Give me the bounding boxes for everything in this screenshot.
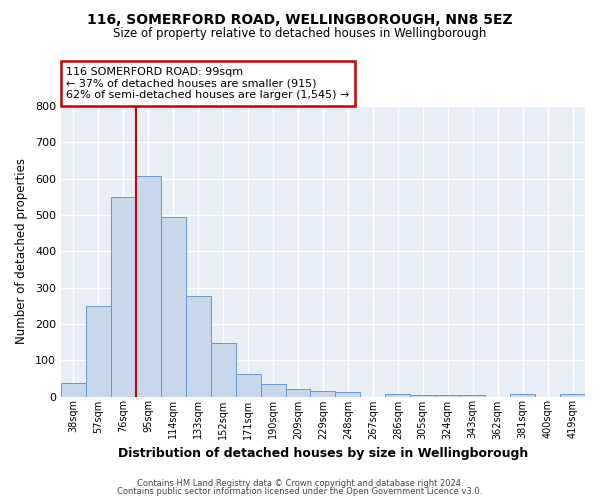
Bar — [111, 198, 136, 396]
Bar — [136, 176, 161, 396]
X-axis label: Distribution of detached houses by size in Wellingborough: Distribution of detached houses by size … — [118, 447, 528, 460]
Text: 116 SOMERFORD ROAD: 99sqm
← 37% of detached houses are smaller (915)
62% of semi: 116 SOMERFORD ROAD: 99sqm ← 37% of detac… — [66, 67, 350, 100]
Bar — [410, 394, 435, 396]
Bar — [61, 383, 86, 396]
Bar — [286, 389, 310, 396]
Text: Contains HM Land Registry data © Crown copyright and database right 2024.: Contains HM Land Registry data © Crown c… — [137, 478, 463, 488]
Bar — [211, 343, 236, 396]
Bar — [385, 394, 410, 396]
Text: Contains public sector information licensed under the Open Government Licence v3: Contains public sector information licen… — [118, 487, 482, 496]
Bar — [186, 296, 211, 396]
Bar — [236, 374, 260, 396]
Y-axis label: Number of detached properties: Number of detached properties — [15, 158, 28, 344]
Bar — [560, 394, 585, 396]
Bar — [86, 306, 111, 396]
Text: 116, SOMERFORD ROAD, WELLINGBOROUGH, NN8 5EZ: 116, SOMERFORD ROAD, WELLINGBOROUGH, NN8… — [87, 12, 513, 26]
Bar — [161, 218, 186, 396]
Bar — [260, 384, 286, 396]
Bar — [310, 391, 335, 396]
Bar — [510, 394, 535, 396]
Bar — [435, 394, 460, 396]
Text: Size of property relative to detached houses in Wellingborough: Size of property relative to detached ho… — [113, 28, 487, 40]
Bar — [335, 392, 361, 396]
